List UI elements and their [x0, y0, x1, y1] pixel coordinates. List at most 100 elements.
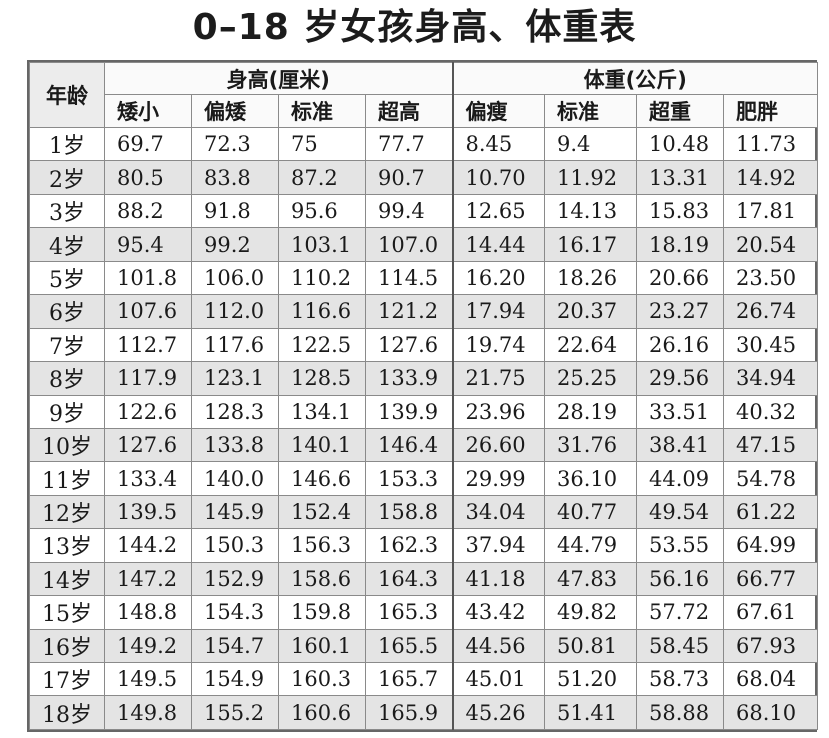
weight-cell: 9.4 — [544, 126, 638, 162]
weight-cell: 15.83 — [636, 193, 725, 229]
height-cell: 101.8 — [104, 260, 192, 296]
weight-col-header: 超重 — [636, 94, 725, 128]
weight-cell: 20.66 — [636, 260, 725, 296]
height-cell: 72.3 — [191, 126, 279, 162]
weight-cell: 67.61 — [723, 595, 819, 630]
weight-cell: 14.13 — [544, 193, 638, 229]
weight-cell: 44.56 — [451, 628, 546, 664]
table-body: 1岁 69.7 72.3 75 77.7 8.45 9.4 10.48 11.73 2岁 80.5 8… — [29, 126, 819, 730]
weight-cell: 20.54 — [723, 227, 819, 262]
height-cell: 122.5 — [278, 327, 366, 363]
weight-cell: 11.73 — [723, 126, 819, 162]
weight-cell: 14.44 — [451, 227, 546, 262]
height-cell: 133.8 — [191, 427, 279, 463]
height-cell: 149.8 — [104, 695, 192, 730]
weight-cell: 58.45 — [636, 628, 725, 664]
height-cell: 147.2 — [104, 561, 192, 597]
height-cell: 88.2 — [104, 193, 192, 229]
height-cell: 162.3 — [364, 528, 454, 563]
height-col-header: 偏矮 — [191, 94, 279, 128]
table-row: 6岁 107.6 112.0 116.6 121.2 17.94 20.37 23.27 26.… — [29, 294, 819, 329]
height-col-header: 矮小 — [104, 94, 192, 128]
weight-cell: 18.26 — [544, 260, 638, 296]
height-cell: 95.6 — [278, 193, 366, 229]
weight-cell: 68.10 — [723, 695, 819, 730]
weight-cell: 26.60 — [451, 427, 546, 463]
weight-cell: 47.15 — [723, 427, 819, 463]
height-cell: 117.9 — [104, 361, 192, 396]
weight-cell: 23.50 — [723, 260, 819, 296]
weight-cell: 57.72 — [636, 595, 725, 630]
weight-col-header: 标准 — [544, 94, 638, 128]
height-cell: 139.9 — [364, 394, 454, 429]
weight-cell: 31.76 — [544, 427, 638, 463]
weight-cell: 12.65 — [451, 193, 546, 229]
height-cell: 159.8 — [278, 595, 366, 630]
age-cell: 13岁 — [29, 528, 105, 563]
weight-cell: 29.56 — [636, 361, 725, 396]
height-cell: 152.4 — [278, 494, 366, 530]
age-cell: 6岁 — [29, 294, 105, 329]
height-cell: 149.2 — [104, 628, 192, 664]
height-cell: 133.9 — [364, 361, 454, 396]
weight-cell: 41.18 — [451, 561, 546, 597]
weight-cell: 26.74 — [723, 294, 819, 329]
height-cell: 127.6 — [364, 327, 454, 363]
weight-cell: 68.04 — [723, 661, 819, 697]
height-cell: 140.0 — [191, 461, 279, 496]
height-cell: 152.9 — [191, 561, 279, 597]
age-cell: 12岁 — [29, 494, 105, 530]
weight-cell: 13.31 — [636, 160, 725, 195]
age-cell: 7岁 — [29, 327, 105, 363]
height-cell: 146.4 — [364, 427, 454, 463]
table-row: 11岁 133.4 140.0 146.6 153.3 29.99 36.10 44.09 54… — [29, 461, 819, 496]
weight-cell: 56.16 — [636, 561, 725, 597]
height-cell: 145.9 — [191, 494, 279, 530]
weight-cell: 37.94 — [451, 528, 546, 563]
weight-cell: 10.48 — [636, 126, 725, 162]
weight-cell: 58.73 — [636, 661, 725, 697]
age-column-header: 年龄 — [29, 62, 105, 128]
growth-table-container: 年龄 身高(厘米) 体重(公斤) 矮小 偏矮 标准 超高 偏瘦 标准 超重 肥胖… — [27, 60, 819, 732]
weight-cell: 17.94 — [451, 294, 546, 329]
weight-cell: 66.77 — [723, 561, 819, 597]
age-cell: 8岁 — [29, 361, 105, 396]
age-cell: 18岁 — [29, 695, 105, 730]
height-cell: 110.2 — [278, 260, 366, 296]
height-cell: 155.2 — [191, 695, 279, 730]
weight-cell: 45.01 — [451, 661, 546, 697]
age-cell: 1岁 — [29, 126, 105, 162]
height-col-header: 标准 — [278, 94, 366, 128]
age-cell: 4岁 — [29, 227, 105, 262]
weight-cell: 49.82 — [544, 595, 638, 630]
height-col-header: 超高 — [364, 94, 454, 128]
weight-cell: 61.22 — [723, 494, 819, 530]
weight-group-header: 体重(公斤) — [451, 62, 819, 95]
height-cell: 128.5 — [278, 361, 366, 396]
weight-cell: 18.19 — [636, 227, 725, 262]
height-cell: 165.3 — [364, 595, 454, 630]
age-cell: 10岁 — [29, 427, 105, 463]
weight-col-header: 肥胖 — [723, 94, 819, 128]
height-cell: 91.8 — [191, 193, 279, 229]
height-cell: 77.7 — [364, 126, 454, 162]
height-cell: 90.7 — [364, 160, 454, 195]
weight-cell: 38.41 — [636, 427, 725, 463]
weight-cell: 51.20 — [544, 661, 638, 697]
height-cell: 122.6 — [104, 394, 192, 429]
height-cell: 99.2 — [191, 227, 279, 262]
height-cell: 165.5 — [364, 628, 454, 664]
weight-cell: 16.20 — [451, 260, 546, 296]
height-cell: 128.3 — [191, 394, 279, 429]
height-cell: 121.2 — [364, 294, 454, 329]
table-row: 3岁 88.2 91.8 95.6 99.4 12.65 14.13 15.83 17.81 — [29, 193, 819, 229]
weight-cell: 47.83 — [544, 561, 638, 597]
weight-cell: 67.93 — [723, 628, 819, 664]
weight-cell: 26.16 — [636, 327, 725, 363]
weight-cell: 16.17 — [544, 227, 638, 262]
weight-cell: 44.09 — [636, 461, 725, 496]
height-cell: 123.1 — [191, 361, 279, 396]
growth-table: 年龄 身高(厘米) 体重(公斤) 矮小 偏矮 标准 超高 偏瘦 标准 超重 肥胖… — [29, 62, 819, 730]
height-cell: 106.0 — [191, 260, 279, 296]
weight-cell: 29.99 — [451, 461, 546, 496]
